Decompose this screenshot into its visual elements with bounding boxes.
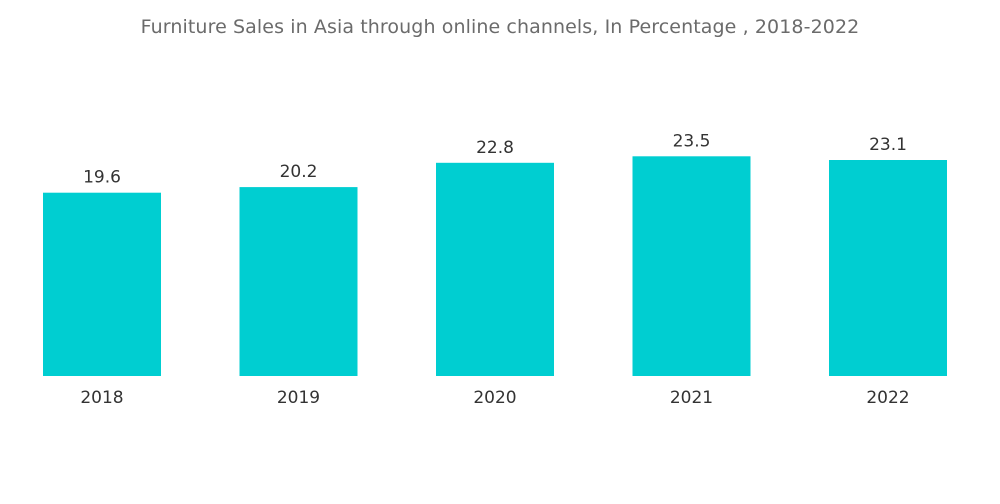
value-label-2020: 22.8 <box>476 138 514 158</box>
x-tick-label-2019: 2019 <box>277 388 320 408</box>
bar-2021 <box>632 156 751 376</box>
x-tick-label-2020: 2020 <box>473 388 516 408</box>
bar-2022 <box>829 160 947 376</box>
x-tick-label-2022: 2022 <box>866 388 909 408</box>
bar-2018 <box>43 192 161 376</box>
value-label-2018: 19.6 <box>83 168 121 188</box>
x-tick-label-2021: 2021 <box>670 388 713 408</box>
value-labels-group: 19.6 20.2 22.8 23.5 23.1 <box>83 131 907 187</box>
bar-2019 <box>239 187 358 376</box>
chart-title: Furniture Sales in Asia through online c… <box>140 16 860 38</box>
value-label-2019: 20.2 <box>280 162 318 182</box>
bar-2020 <box>436 162 554 376</box>
bars-group <box>43 156 947 376</box>
value-label-2021: 23.5 <box>673 131 711 151</box>
x-axis-ticks: 2018 2019 2020 2021 2022 <box>80 388 909 408</box>
value-label-2022: 23.1 <box>869 135 907 155</box>
x-tick-label-2018: 2018 <box>80 388 123 408</box>
